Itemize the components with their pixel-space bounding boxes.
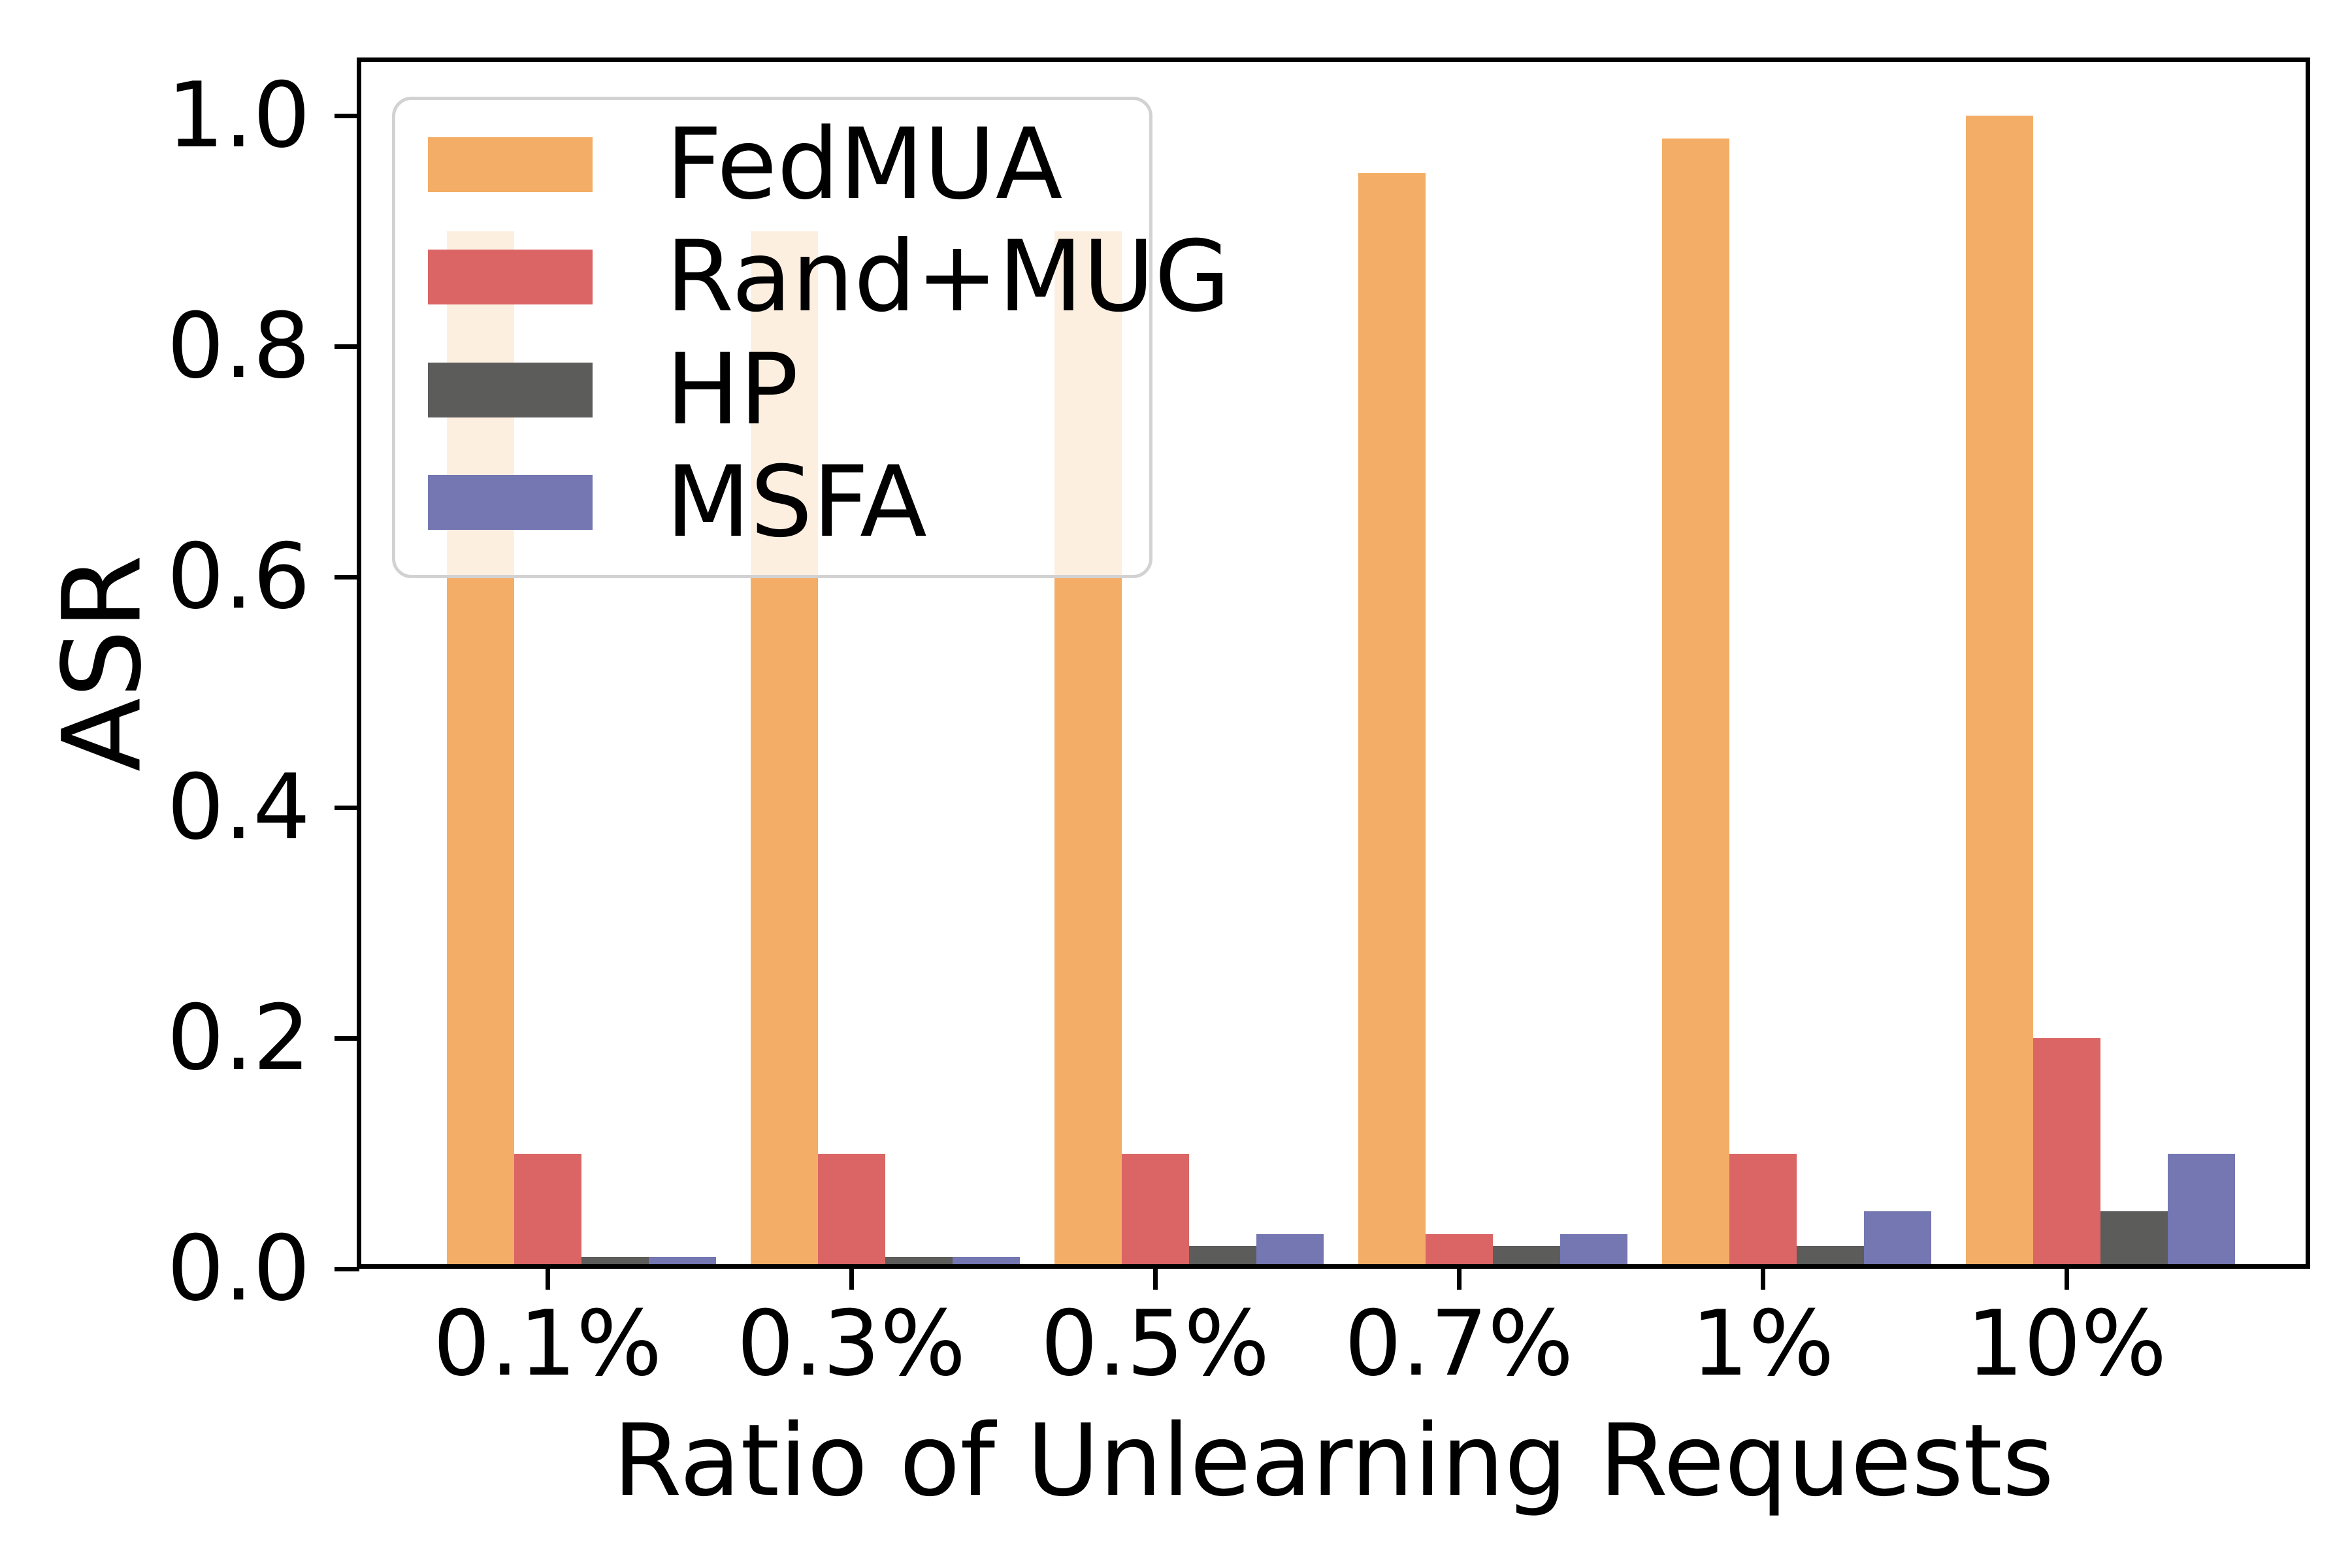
y-tick-label: 0.2	[167, 985, 310, 1090]
x-tick-mark	[2064, 1267, 2069, 1290]
y-tick-mark	[335, 805, 359, 810]
x-tick-label: 10%	[1966, 1291, 2167, 1396]
bar-rand-mug-0.5pct	[1121, 1153, 1189, 1269]
x-tick-mark	[849, 1267, 854, 1290]
bar-msfa-0.7pct	[1560, 1234, 1627, 1269]
bar-rand-mug-1pct	[1729, 1153, 1797, 1269]
legend-label-rand-mug: Rand+MUG	[666, 220, 1231, 334]
y-tick-mark	[335, 344, 359, 349]
y-tick-label: 1.0	[167, 63, 310, 168]
legend-row-rand-mug: Rand+MUG	[395, 228, 1230, 326]
legend-row-fedmua: FedMUA	[395, 116, 1149, 214]
bar-rand-mug-0.1pct	[514, 1153, 581, 1269]
y-tick-mark	[335, 113, 359, 118]
y-tick-label: 0.8	[167, 293, 310, 399]
x-tick-label: 0.3%	[736, 1291, 966, 1396]
bar-msfa-10pct	[2167, 1153, 2235, 1269]
legend-swatch-msfa	[428, 475, 593, 530]
bar-msfa-1pct	[1863, 1211, 1931, 1269]
y-tick-mark	[335, 1266, 359, 1271]
y-tick-label: 0.6	[167, 524, 310, 629]
legend-label-fedmua: FedMUA	[666, 108, 1063, 221]
legend-swatch-rand-mug	[428, 250, 593, 304]
legend-label-hp: HP	[666, 333, 799, 447]
x-tick-mark	[545, 1267, 550, 1290]
x-tick-label: 0.1%	[433, 1291, 662, 1396]
y-axis-label: ASR	[39, 554, 165, 772]
bar-fedmua-10pct	[1965, 116, 2033, 1269]
x-tick-mark	[1152, 1267, 1158, 1290]
legend-row-msfa: MSFA	[395, 453, 1149, 551]
legend-swatch-hp	[428, 363, 593, 417]
x-tick-label: 0.5%	[1040, 1291, 1270, 1396]
bar-fedmua-1pct	[1661, 139, 1729, 1269]
x-tick-mark	[1456, 1267, 1462, 1290]
x-tick-label: 1%	[1691, 1291, 1835, 1396]
y-tick-mark	[335, 1036, 359, 1041]
legend: FedMUA Rand+MUG HP MSFA	[392, 97, 1230, 578]
legend-swatch-fedmua	[428, 137, 593, 192]
y-tick-mark	[335, 574, 359, 580]
legend-row-hp: HP	[395, 341, 1149, 439]
bar-rand-mug-10pct	[2033, 1038, 2100, 1269]
bar-hp-10pct	[2100, 1211, 2168, 1269]
x-tick-label: 0.7%	[1344, 1291, 1574, 1396]
x-tick-mark	[1760, 1267, 1765, 1290]
bar-rand-mug-0.7pct	[1425, 1234, 1493, 1269]
bar-fedmua-0.7pct	[1358, 173, 1426, 1269]
bar-msfa-0.5pct	[1256, 1234, 1324, 1269]
y-tick-label: 0.4	[167, 755, 310, 860]
y-tick-label: 0.0	[167, 1216, 310, 1321]
x-axis-label: Ratio of Unlearning Requests	[612, 1403, 2054, 1518]
legend-label-msfa: MSFA	[666, 446, 927, 559]
bar-rand-mug-0.3pct	[817, 1153, 885, 1269]
